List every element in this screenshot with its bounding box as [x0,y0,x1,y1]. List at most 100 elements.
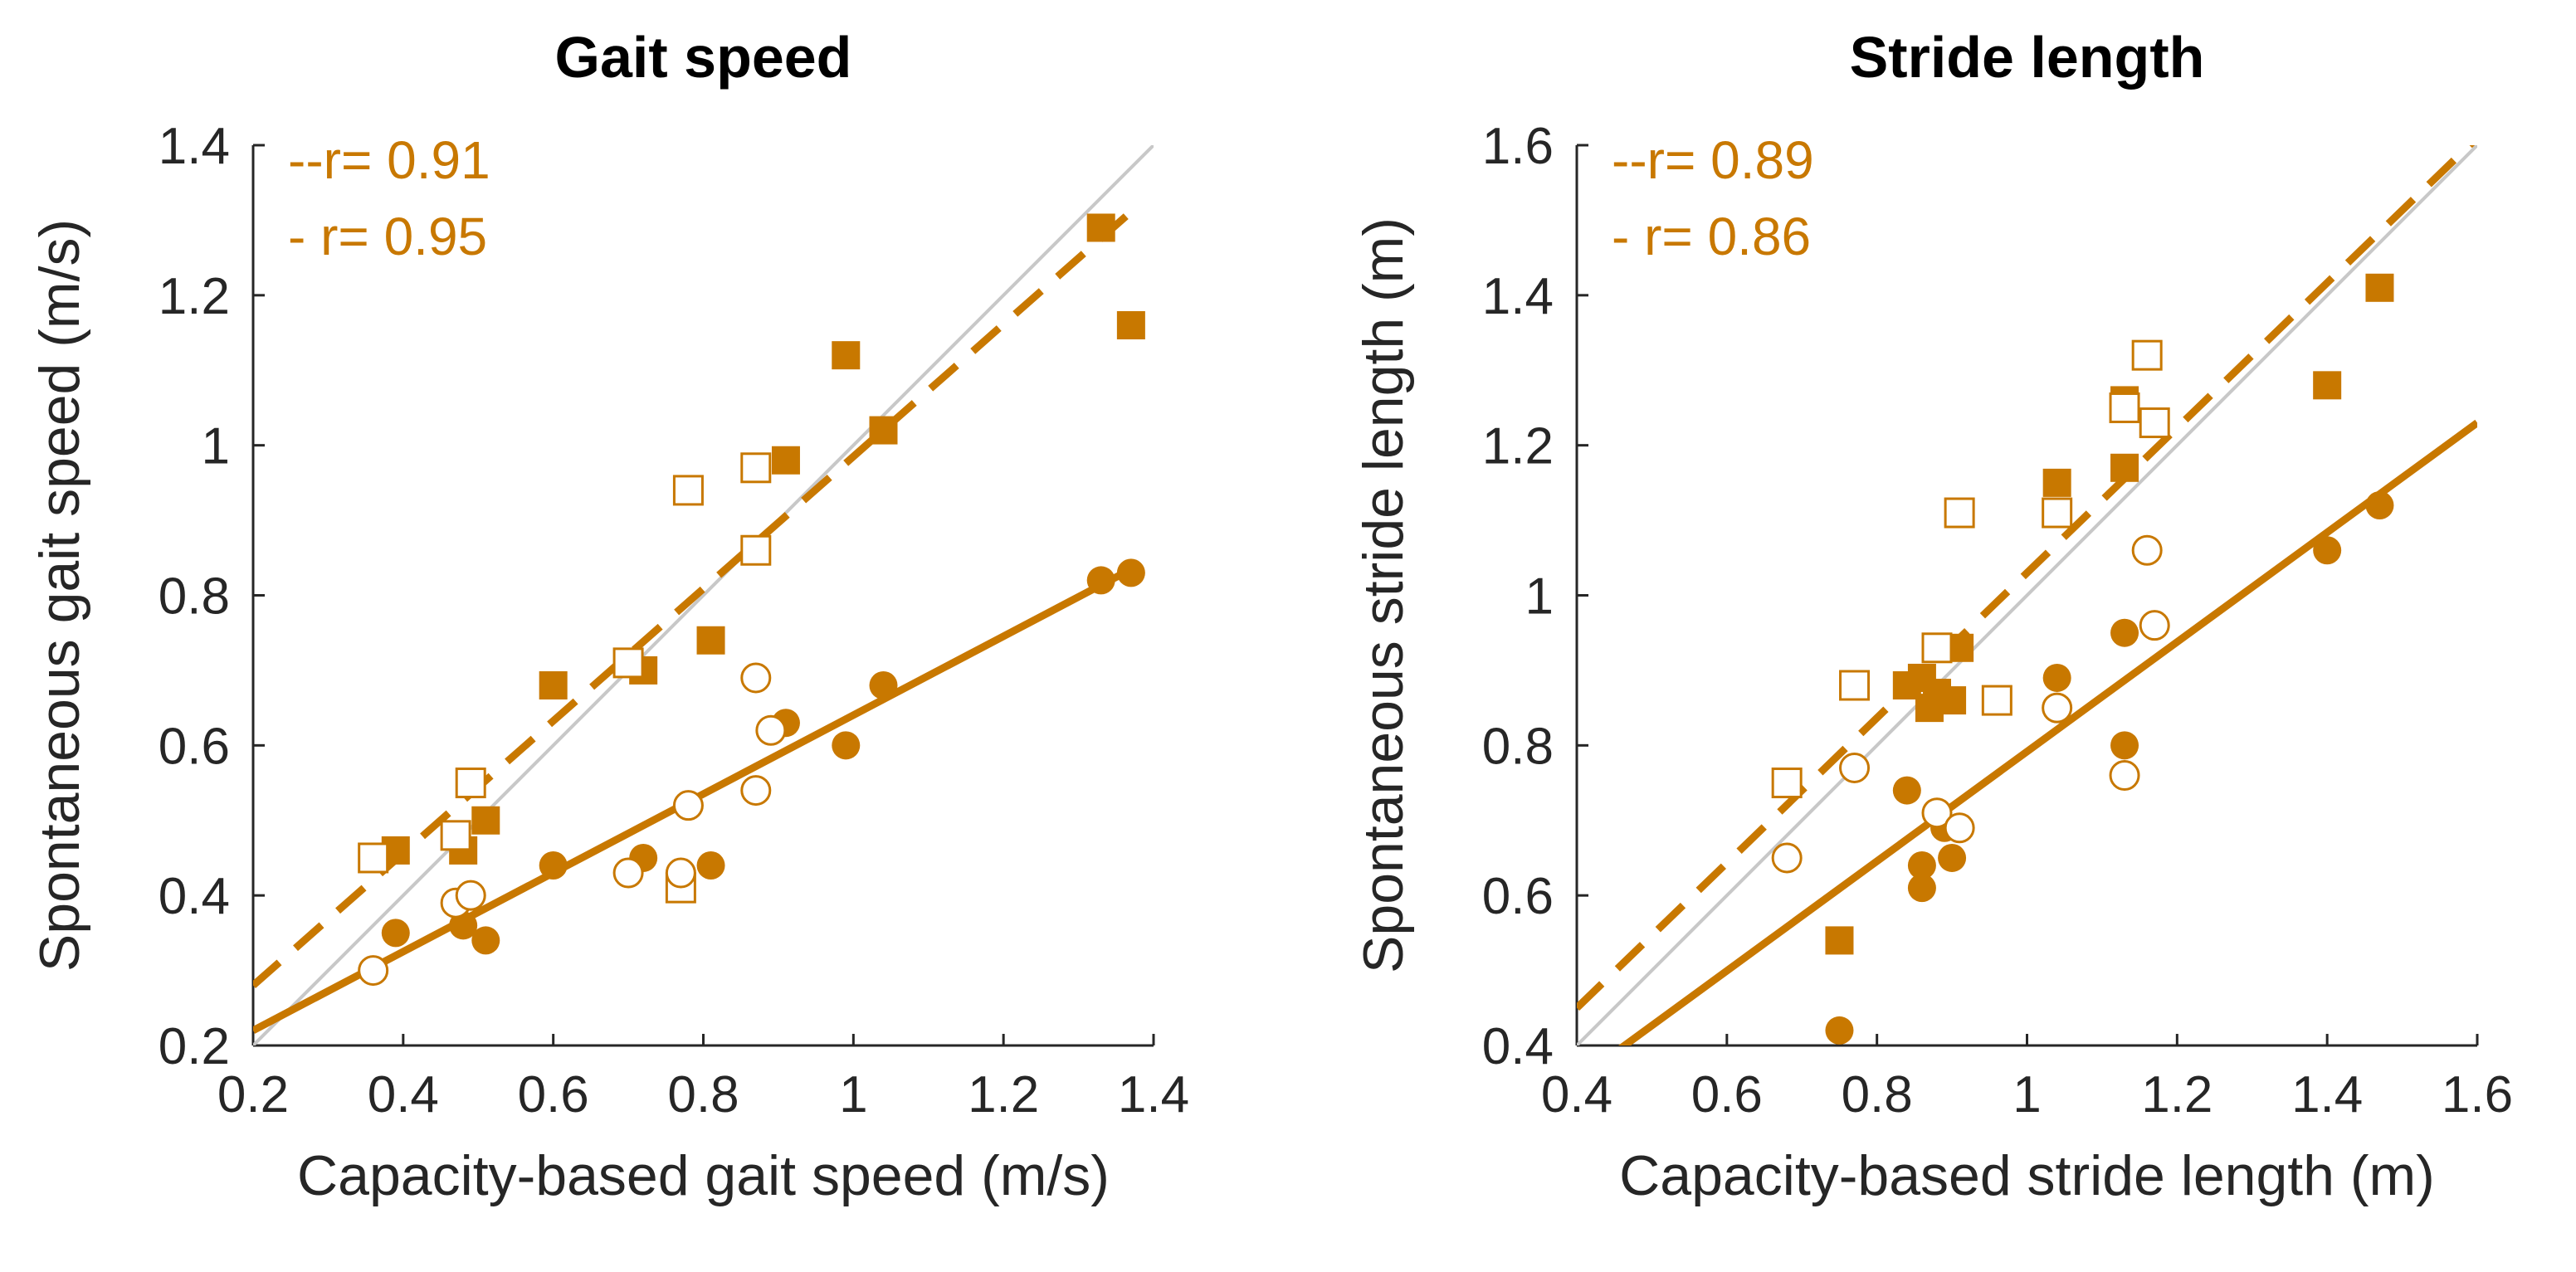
square-marker-open [2131,339,2163,371]
y-tick-label: 0.4 [159,868,230,925]
circle-marker-open [665,857,696,889]
y-tick-label: 0.6 [159,718,230,775]
square-marker-open [740,452,772,484]
circle-marker-open [455,880,486,911]
square-marker-open [612,647,644,679]
square-marker-open [455,768,486,799]
square-marker-filled [696,626,725,655]
panel-title: Gait speed [555,25,852,90]
plot-area [1577,145,2477,1045]
square-marker-filled [1825,926,1854,955]
x-tick-label: 0.6 [1691,1066,1763,1123]
circle-marker-open [1921,797,1953,829]
circle-marker-open [2042,692,2073,724]
identity-line [253,145,1154,1045]
square-marker-filled [2365,273,2394,302]
identity-line [1577,145,2477,1045]
square-marker-open [672,475,704,506]
square-marker-filled [2313,371,2342,400]
y-tick-label: 1.4 [1482,268,1554,325]
circle-marker-filled [2110,731,2139,760]
square-marker-open [1839,670,1871,701]
circle-marker-filled [1907,874,1936,903]
circle-marker-filled [2365,491,2394,519]
circle-marker-open [358,955,389,987]
y-tick-label: 1 [1525,568,1554,626]
x-tick-label: 1 [839,1066,867,1123]
y-tick-label: 0.2 [159,1018,230,1075]
circle-marker-filled [2313,536,2342,565]
square-marker-open [1981,685,2013,716]
circle-marker-open [755,714,787,746]
y-tick-label: 1.6 [1482,118,1554,175]
circle-marker-filled [539,851,568,880]
fit-line-dashed [1577,145,2476,1011]
y-axis-label: Spontaneous stride length (m) [1352,217,1415,973]
y-tick-label: 1.4 [159,118,230,175]
x-tick-label: 1.4 [2291,1066,2363,1123]
x-axis-label: Capacity-based stride length (m) [1619,1144,2435,1207]
circle-marker-open [2139,610,2170,641]
circle-marker-filled [1825,1016,1854,1045]
chart-panel-1: Gait speed 0.2 0.4 0.6 0.8 1 1.2 1.4 0.2 0.4 0.6 0.… [28,25,1189,1207]
x-tick-label: 0.8 [1842,1066,1913,1123]
circle-marker-open [740,775,772,807]
legend-entry: --r= 0.89 [1612,130,1814,190]
square-marker-open [2042,497,2073,529]
x-tick-label: 1.2 [968,1066,1039,1123]
square-marker-open [2109,392,2140,423]
x-tick-label: 0.4 [1541,1066,1612,1123]
square-marker-filled [1116,311,1145,339]
circle-marker-filled [449,911,478,940]
square-marker-open [440,820,471,851]
x-tick-label: 1.6 [2442,1066,2513,1123]
y-tick-label: 1.2 [159,268,230,325]
circle-marker-open [672,790,704,821]
x-tick-label: 0.2 [217,1066,289,1123]
circle-marker-filled [1116,558,1145,587]
y-tick-label: 0.6 [1482,868,1554,925]
panel-title: Stride length [1850,25,2205,90]
x-tick-label: 1.4 [1118,1066,1189,1123]
square-marker-filled [471,806,500,835]
square-marker-filled [539,671,568,699]
y-tick-label: 0.4 [1482,1018,1554,1075]
square-marker-filled [1086,213,1115,242]
circle-marker-filled [1892,776,1921,805]
legend-entry: - r= 0.86 [1612,207,1811,266]
y-tick-label: 1.2 [1482,418,1554,475]
y-axis-label: Spontaneous gait speed (m/s) [28,219,91,972]
legend-entry: - r= 0.95 [288,207,487,266]
plot-area [253,145,1154,1045]
circle-marker-filled [1938,843,1967,872]
circle-marker-filled [1907,851,1936,880]
circle-marker-filled [2042,663,2071,692]
y-tick-label: 1 [202,418,230,475]
square-marker-filled [771,446,800,475]
square-marker-filled [2110,453,2139,482]
x-axis-label: Capacity-based gait speed (m/s) [297,1144,1110,1207]
square-marker-open [2139,407,2170,439]
square-marker-open [358,842,389,874]
x-tick-label: 0.4 [368,1066,439,1123]
x-tick-label: 0.8 [667,1066,739,1123]
circle-marker-filled [696,851,725,880]
circle-marker-filled [2110,618,2139,647]
circle-marker-open [1944,812,1975,844]
square-marker-open [1771,768,1803,799]
square-marker-filled [869,416,898,445]
circle-marker-filled [471,926,500,955]
circle-marker-filled [832,731,861,760]
square-marker-filled [832,341,861,370]
square-marker-filled [1938,686,1967,715]
x-tick-label: 1.2 [2141,1066,2213,1123]
circle-marker-open [612,857,644,889]
square-marker-open [1921,632,1953,664]
x-tick-label: 0.6 [518,1066,589,1123]
square-marker-open [1944,497,1975,529]
circle-marker-filled [869,671,898,699]
square-marker-open [740,534,772,566]
circle-marker-filled [1086,566,1115,595]
fit-line-solid [1617,419,2477,1045]
